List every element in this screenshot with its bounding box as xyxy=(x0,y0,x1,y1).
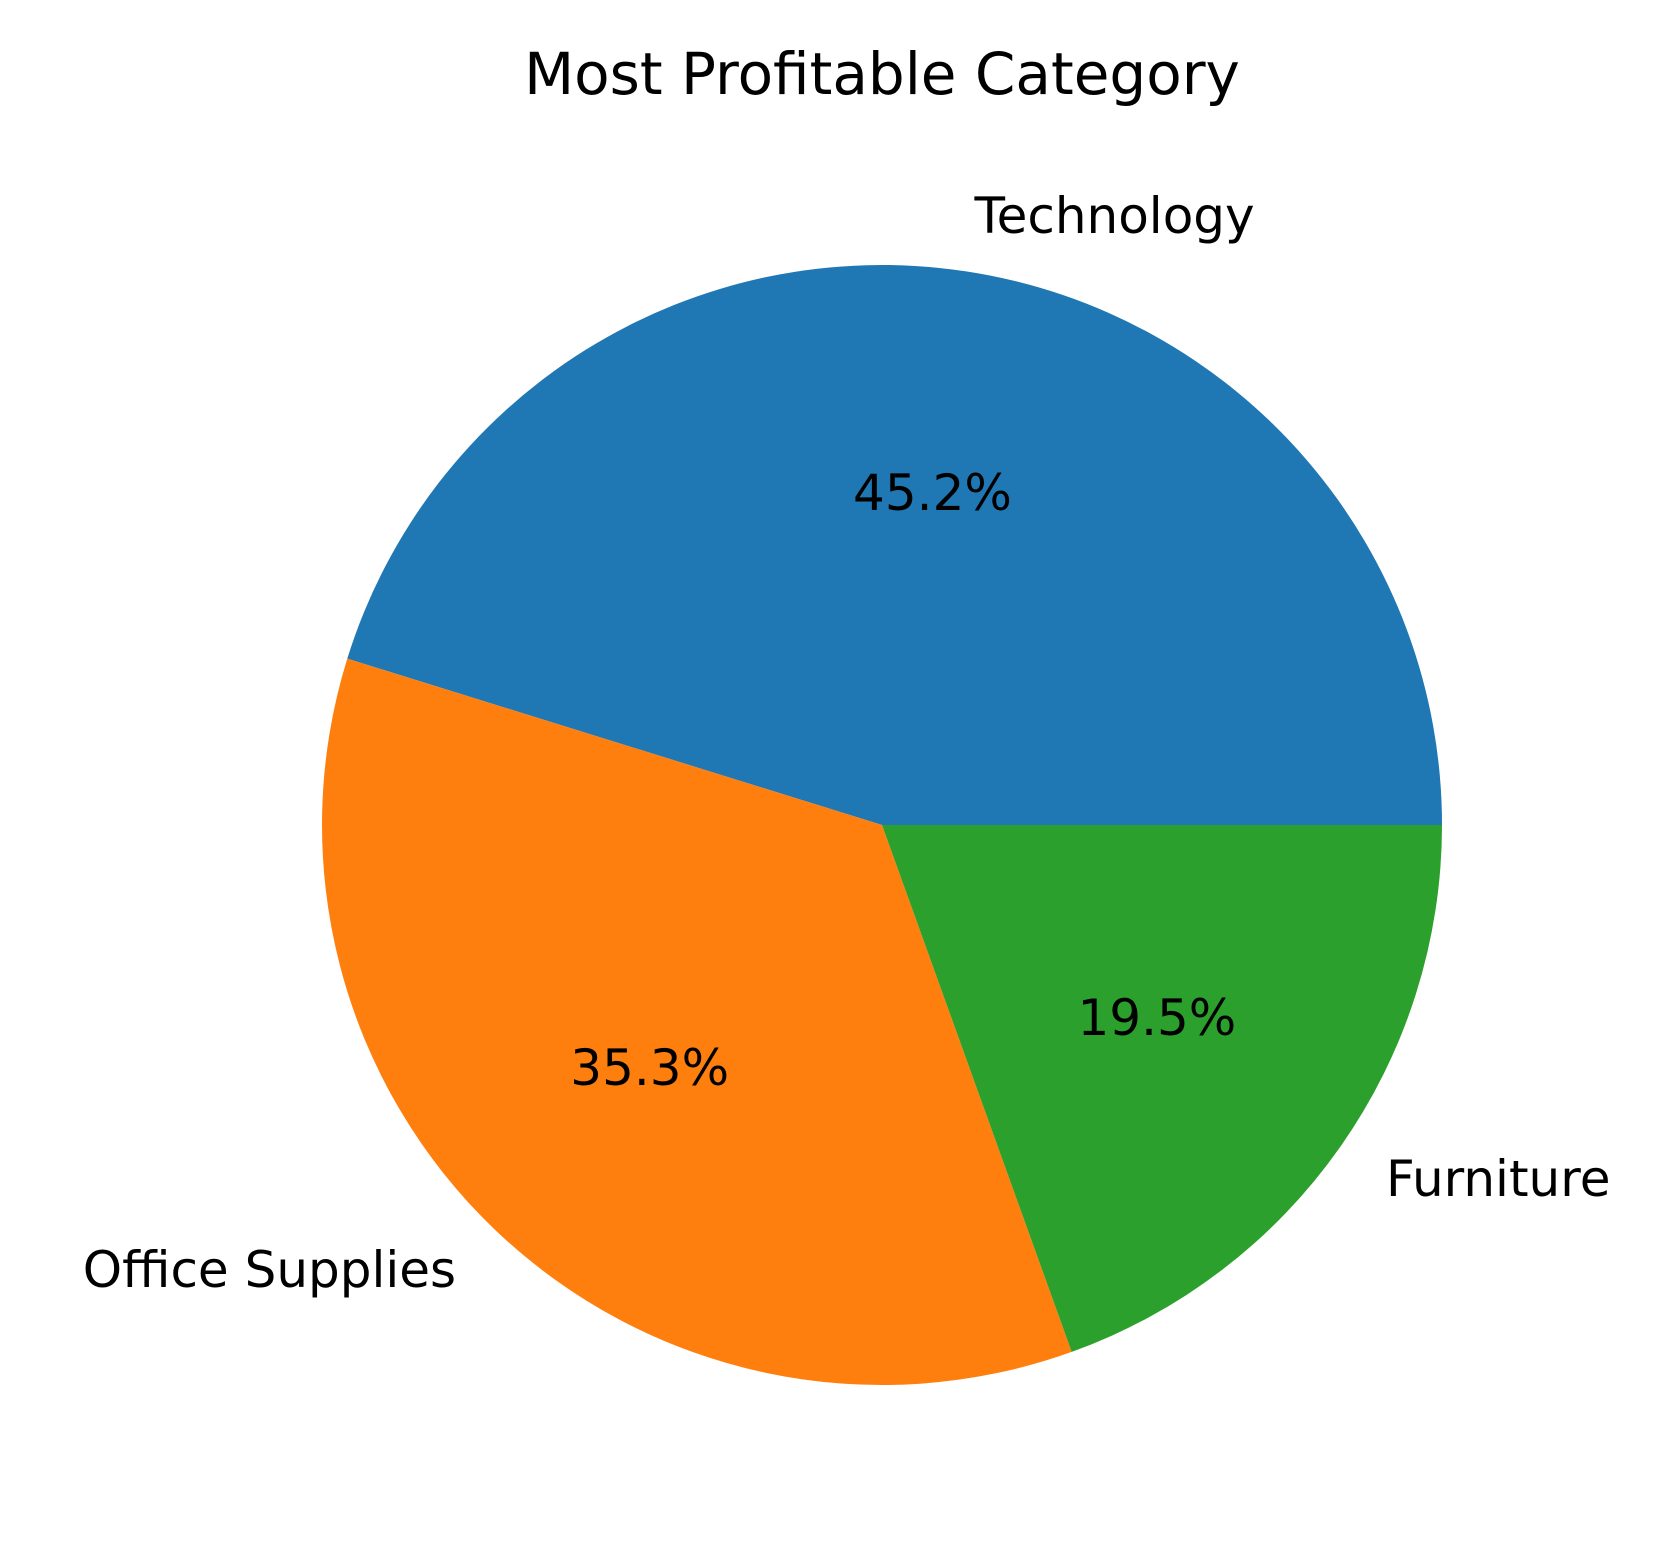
slice-label-furniture: Furniture xyxy=(1386,1150,1611,1208)
slice-percent-technology: 45.2% xyxy=(853,464,1012,522)
pie-slices xyxy=(322,264,1442,1385)
slice-percent-furniture: 19.5% xyxy=(1077,989,1236,1047)
slice-label-technology: Technology xyxy=(974,187,1255,245)
slice-label-office-supplies: Office Supplies xyxy=(83,1241,456,1299)
chart-title: Most Profitable Category xyxy=(524,40,1240,108)
pie-slice-technology xyxy=(347,264,1442,826)
pie-slice-furniture xyxy=(882,825,1442,1352)
slice-percent-office-supplies: 35.3% xyxy=(570,1039,729,1097)
pie-slice-office-supplies xyxy=(322,658,1072,1385)
pie-labels: Technology 45.2% Office Supplies 35.3% Furni… xyxy=(83,187,1611,1299)
